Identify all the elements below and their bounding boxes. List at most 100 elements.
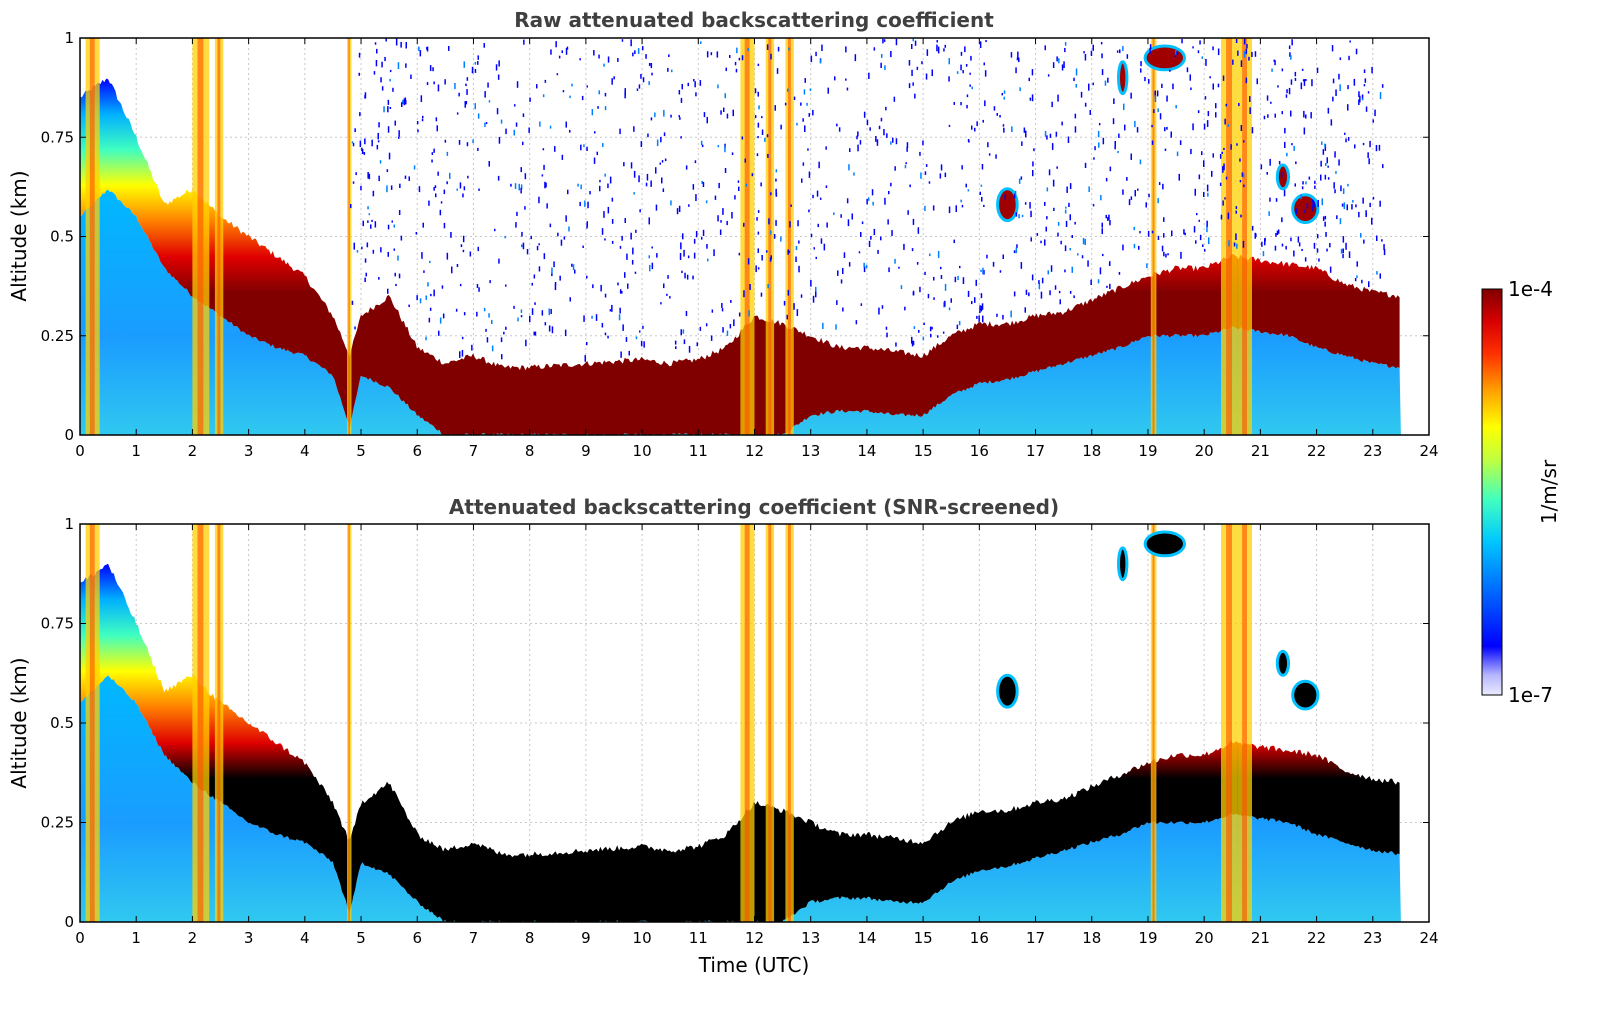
noise-speck [393, 248, 395, 251]
y-axis: 00.250.50.751 [41, 29, 1429, 444]
noise-speck [654, 112, 656, 118]
noise-speck [484, 91, 486, 98]
noise-speck [1325, 232, 1327, 237]
noise-speck [602, 143, 604, 147]
noise-speck [1094, 146, 1096, 151]
noise-speck [731, 212, 733, 219]
noise-speck [1044, 239, 1046, 246]
noise-speck [880, 117, 883, 122]
x-tick-label: 12 [745, 929, 764, 947]
noise-speck [586, 225, 588, 229]
noise-speck [1314, 185, 1316, 189]
noise-speck [1088, 83, 1090, 91]
noise-speck [1057, 232, 1059, 237]
noise-speck [354, 128, 356, 133]
noise-speck [891, 230, 893, 236]
noise-speck [408, 304, 410, 307]
noise-speck [1117, 151, 1119, 154]
noise-speck [554, 146, 556, 152]
noise-speck [461, 336, 464, 340]
noise-speck [523, 39, 525, 45]
noise-speck [783, 300, 786, 306]
noise-speck [1270, 101, 1272, 104]
noise-speck [1266, 95, 1269, 101]
noise-speck [1203, 123, 1206, 130]
noise-speck [950, 298, 952, 303]
noise-speck [912, 82, 914, 86]
noise-speck [912, 340, 915, 346]
noise-speck [1123, 103, 1125, 111]
noise-speck [367, 220, 369, 223]
noise-speck [1361, 98, 1364, 101]
noise-speck [599, 179, 601, 183]
noise-speck [795, 256, 797, 262]
noise-speck [359, 112, 361, 117]
noise-speck [1215, 112, 1217, 118]
noise-speck [569, 95, 571, 99]
noise-speck [462, 249, 465, 253]
noise-speck [980, 305, 983, 312]
noise-speck [1334, 151, 1336, 158]
noise-speck [908, 83, 911, 89]
noise-speck [524, 206, 526, 210]
noise-speck [1295, 208, 1297, 215]
noise-speck [1355, 48, 1358, 55]
noise-speck [999, 270, 1002, 273]
noise-speck [538, 266, 541, 272]
noise-speck [856, 135, 858, 140]
noise-speck [1032, 170, 1034, 177]
noise-speck [982, 267, 984, 275]
noise-speck [444, 79, 446, 85]
noise-speck [619, 289, 622, 294]
y-axis-label: Altitude (km) [7, 170, 31, 301]
cloud-column-core [768, 38, 772, 435]
noise-speck [1147, 230, 1150, 237]
noise-speck [1140, 68, 1142, 73]
noise-speck [692, 275, 694, 280]
noise-speck [1109, 166, 1112, 172]
noise-speck [713, 249, 715, 257]
noise-speck [451, 266, 453, 274]
noise-speck [780, 124, 782, 130]
noise-speck [967, 290, 970, 297]
noise-speck [929, 253, 931, 257]
noise-speck [943, 301, 945, 308]
noise-speck [1264, 238, 1266, 246]
noise-speck [757, 248, 759, 253]
noise-speck [439, 317, 442, 324]
noise-speck [633, 170, 636, 178]
noise-speck [1013, 250, 1016, 254]
noise-speck [431, 159, 433, 163]
noise-speck [1023, 127, 1026, 133]
noise-speck [553, 261, 555, 268]
noise-speck [362, 220, 364, 227]
noise-speck [1105, 214, 1107, 219]
noise-speck [533, 331, 535, 336]
noise-speck [1092, 44, 1094, 51]
noise-speck [1261, 241, 1263, 247]
noise-speck [381, 61, 383, 68]
noise-speck [913, 326, 916, 329]
noise-speck [1280, 172, 1283, 178]
noise-speck [628, 350, 630, 356]
noise-speck [1338, 73, 1340, 80]
noise-speck [987, 142, 989, 148]
noise-speck [670, 200, 672, 206]
noise-speck [1243, 51, 1246, 58]
noise-speck [930, 333, 932, 338]
noise-speck [1330, 119, 1333, 126]
noise-speck [1126, 54, 1129, 59]
noise-speck [1080, 91, 1083, 98]
noise-speck [564, 329, 567, 336]
noise-speck [770, 53, 772, 60]
noise-speck [1325, 163, 1327, 167]
noise-speck [597, 106, 599, 109]
noise-speck [1067, 136, 1070, 143]
noise-speck [995, 154, 997, 159]
noise-speck [1239, 180, 1242, 183]
noise-speck [679, 253, 682, 260]
noise-speck [1064, 209, 1067, 214]
noise-speck [1158, 182, 1161, 185]
noise-speck [810, 233, 813, 238]
noise-speck [734, 61, 737, 66]
